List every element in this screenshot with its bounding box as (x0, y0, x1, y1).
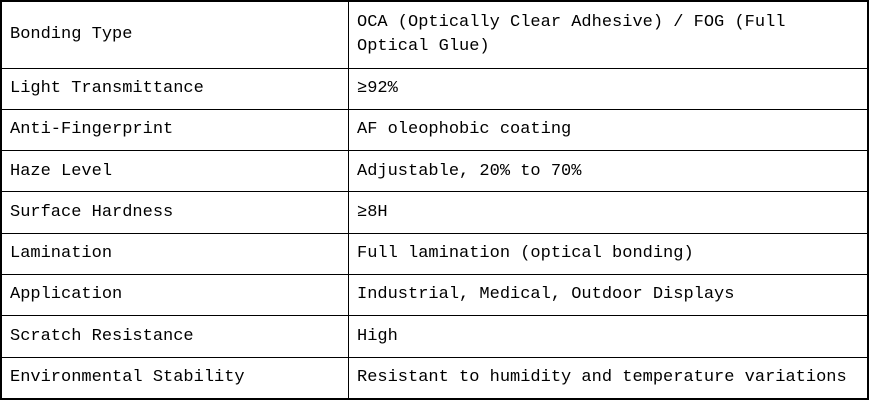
table-row: Lamination Full lamination (optical bond… (0, 232, 869, 276)
table-row: Bonding Type OCA (Optically Clear Adhesi… (0, 0, 869, 69)
table-row: Environmental Stability Resistant to hum… (0, 356, 869, 400)
spec-label-cell: Lamination (0, 232, 349, 276)
table-row: Scratch Resistance High (0, 315, 869, 358)
spec-value-cell: Resistant to humidity and temperature va… (348, 356, 869, 400)
spec-label-cell: Light Transmittance (0, 67, 349, 110)
table-row: Surface Hardness ≥8H (0, 191, 869, 234)
spec-label-cell: Bonding Type (0, 0, 349, 69)
spec-label-cell: Environmental Stability (0, 356, 349, 400)
spec-value-cell: Full lamination (optical bonding) (348, 232, 869, 276)
spec-label-cell: Haze Level (0, 150, 349, 193)
spec-label-cell: Scratch Resistance (0, 315, 349, 358)
spec-label-cell: Application (0, 274, 349, 317)
spec-label-cell: Surface Hardness (0, 191, 349, 234)
spec-value-cell: High (348, 315, 869, 358)
spec-value-cell: Industrial, Medical, Outdoor Displays (348, 274, 869, 317)
table-row: Haze Level Adjustable, 20% to 70% (0, 150, 869, 193)
table-row: Application Industrial, Medical, Outdoor… (0, 274, 869, 317)
spec-value-cell: OCA (Optically Clear Adhesive) / FOG (Fu… (348, 0, 869, 69)
table-row: Anti-Fingerprint AF oleophobic coating (0, 108, 869, 152)
spec-value-cell: ≥92% (348, 67, 869, 110)
spec-value-cell: ≥8H (348, 191, 869, 234)
spec-value-cell: Adjustable, 20% to 70% (348, 150, 869, 193)
spec-label-cell: Anti-Fingerprint (0, 108, 349, 152)
spec-value-cell: AF oleophobic coating (348, 108, 869, 152)
table-row: Light Transmittance ≥92% (0, 67, 869, 110)
